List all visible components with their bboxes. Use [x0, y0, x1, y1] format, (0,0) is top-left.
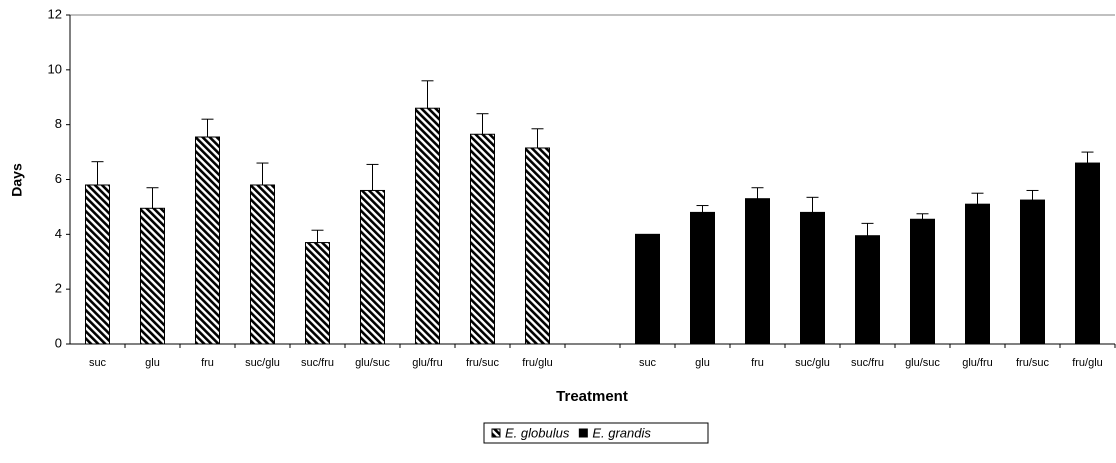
- x-tick-label: suc/fru: [851, 357, 884, 369]
- x-tick-label: fru: [201, 357, 214, 369]
- error-bar: [366, 163, 379, 191]
- bar: [745, 198, 770, 345]
- error-bar: [1026, 189, 1039, 201]
- bar: [250, 184, 275, 345]
- bar: [525, 147, 550, 345]
- x-tick-label: glu/fru: [962, 357, 993, 369]
- x-tick-label: suc: [639, 357, 657, 369]
- error-bar: [916, 213, 929, 220]
- y-tick-label: 12: [48, 6, 62, 21]
- bar: [140, 207, 165, 345]
- bar: [415, 107, 440, 345]
- x-tick-label: fru/glu: [1072, 357, 1103, 369]
- x-tick-label: fru/suc: [1016, 357, 1050, 369]
- error-bar: [91, 161, 104, 185]
- x-tick-label: suc: [89, 357, 107, 369]
- error-bar: [146, 187, 159, 209]
- legend-label: E. grandis: [592, 425, 651, 440]
- bar: [305, 242, 330, 345]
- error-bar: [696, 205, 709, 213]
- bar: [360, 189, 385, 345]
- legend-label: E. globulus: [505, 425, 570, 440]
- x-tick-label: fru/glu: [522, 357, 553, 369]
- y-tick-label: 0: [55, 335, 62, 350]
- error-bar: [311, 229, 324, 243]
- error-bar: [751, 187, 764, 199]
- error-bar: [971, 192, 984, 205]
- error-bar: [806, 196, 819, 213]
- x-tick-label: glu/suc: [355, 357, 390, 369]
- error-bar: [201, 118, 214, 138]
- x-tick-label: suc/glu: [245, 357, 280, 369]
- bar: [635, 233, 660, 345]
- y-tick-label: 10: [48, 61, 62, 76]
- bar: [855, 235, 880, 345]
- x-tick-label: glu/fru: [412, 357, 443, 369]
- bar: [85, 184, 110, 345]
- y-tick-label: 8: [55, 116, 62, 131]
- x-tick-label: suc/glu: [795, 357, 830, 369]
- x-tick-label: glu: [695, 357, 710, 369]
- y-tick-label: 4: [55, 226, 62, 241]
- y-axis-label: Days: [9, 163, 25, 197]
- bar: [1020, 199, 1045, 345]
- bar: [965, 203, 990, 345]
- bar: [195, 136, 220, 345]
- error-bar: [421, 80, 434, 109]
- bar: [800, 211, 825, 345]
- bar: [470, 133, 495, 345]
- error-bar: [531, 128, 544, 148]
- error-bar: [256, 162, 269, 185]
- x-tick-label: fru: [751, 357, 764, 369]
- x-axis-label: Treatment: [556, 388, 628, 405]
- legend-swatch: [491, 428, 501, 438]
- y-tick-label: 2: [55, 281, 62, 296]
- error-bar: [1081, 151, 1094, 164]
- bar: [690, 211, 715, 345]
- legend-swatch: [578, 428, 588, 438]
- legend-box: [483, 422, 709, 444]
- x-tick-label: fru/suc: [466, 357, 500, 369]
- x-tick-label: suc/fru: [301, 357, 334, 369]
- y-tick-label: 6: [55, 171, 62, 186]
- x-tick-label: glu: [145, 357, 160, 369]
- bar: [910, 218, 935, 345]
- x-tick-label: glu/suc: [905, 357, 940, 369]
- bar: [1075, 162, 1100, 345]
- error-bar: [476, 113, 489, 135]
- error-bar: [861, 222, 874, 236]
